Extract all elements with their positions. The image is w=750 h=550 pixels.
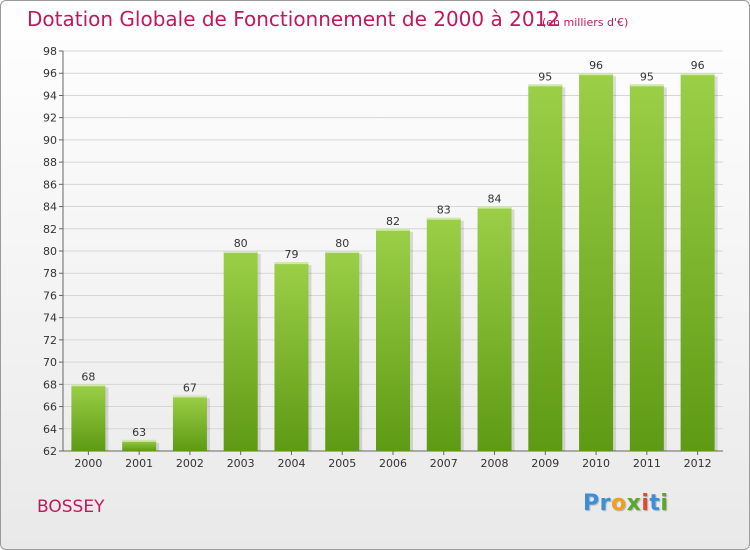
bar (579, 73, 614, 451)
bar (172, 395, 207, 451)
bar-highlight (477, 206, 512, 209)
data-label: 95 (640, 70, 654, 83)
logo-letter: P (583, 491, 600, 516)
proxiti-logo: Proxiti (583, 491, 668, 516)
x-tick-label: 2001 (125, 457, 153, 470)
bar (325, 251, 360, 451)
y-tick-label: 98 (43, 45, 57, 58)
y-tick-label: 76 (43, 289, 57, 302)
y-tick-label: 84 (43, 201, 57, 214)
data-label: 83 (437, 204, 451, 217)
y-tick-label: 68 (43, 378, 57, 391)
logo-letter: t (649, 491, 661, 516)
data-label: 82 (386, 215, 400, 228)
y-tick-label: 66 (43, 401, 57, 414)
bar-highlight (223, 251, 258, 253)
data-label: 96 (589, 59, 603, 72)
bar-highlight (579, 73, 614, 76)
y-tick-label: 92 (43, 112, 57, 125)
x-tick-label: 2010 (582, 457, 610, 470)
bar (477, 206, 512, 451)
bar-highlight (528, 84, 563, 87)
y-tick-label: 62 (43, 445, 57, 458)
bar (223, 251, 258, 451)
data-label: 80 (234, 237, 248, 250)
y-tick-label: 78 (43, 267, 57, 280)
labels: 62 64 66 68 70 72 74 76 78 80 82 84 86 88 90 92 94 96 98 20… (43, 45, 712, 470)
data-label: 80 (335, 237, 349, 250)
x-tick-label: 2003 (227, 457, 255, 470)
logo-letter: i (641, 491, 650, 516)
data-label: 68 (81, 370, 95, 383)
bar-highlight (122, 439, 157, 442)
data-label: 63 (132, 426, 146, 439)
x-tick-label: 2002 (176, 457, 204, 470)
chart-subtitle: (en milliers d'€) (542, 16, 629, 29)
data-label: 84 (488, 193, 502, 206)
bar (680, 73, 715, 451)
y-tick-label: 72 (43, 334, 57, 347)
bar-highlight (376, 228, 410, 231)
y-tick-label: 88 (43, 156, 57, 169)
bar (426, 217, 461, 451)
bar-highlight (274, 262, 309, 265)
bar-highlight (680, 73, 715, 76)
data-label: 79 (284, 248, 298, 261)
logo-letter: x (626, 491, 642, 516)
bar (122, 439, 157, 451)
bar (528, 84, 563, 451)
y-tick-label: 82 (43, 223, 57, 236)
chart-title: Dotation Globale de Fonctionnement de 20… (27, 7, 560, 31)
x-tick-label: 2004 (277, 457, 305, 470)
bar (71, 384, 106, 451)
data-label: 95 (538, 70, 552, 83)
y-tick-label: 64 (43, 423, 57, 436)
x-tick-label: 2005 (328, 457, 356, 470)
bar-highlight (426, 217, 461, 220)
bar-highlight (71, 384, 106, 387)
bar (274, 262, 309, 451)
x-tick-label: 2011 (633, 457, 661, 470)
y-tick-label: 86 (43, 178, 57, 191)
bar-highlight (325, 251, 360, 253)
x-tick-label: 2009 (531, 457, 559, 470)
bar (629, 84, 664, 451)
x-tick-label: 2008 (481, 457, 509, 470)
x-tick-label: 2000 (74, 457, 102, 470)
y-tick-label: 74 (43, 312, 57, 325)
logo-letter: r (599, 491, 611, 516)
commune-name: BOSSEY (37, 497, 105, 517)
x-tick-label: 2007 (430, 457, 458, 470)
bar (376, 228, 410, 451)
bar-highlight (172, 395, 207, 398)
bars (71, 73, 718, 451)
y-tick-label: 70 (43, 356, 57, 369)
y-tick-label: 90 (43, 134, 57, 147)
logo-letter: o (610, 491, 627, 516)
y-tick-label: 80 (43, 245, 57, 258)
y-tick-label: 94 (43, 89, 57, 102)
x-tick-label: 2006 (379, 457, 407, 470)
bar-highlight (629, 84, 664, 87)
x-tick-label: 2012 (684, 457, 712, 470)
data-label: 67 (183, 381, 197, 394)
y-tick-label: 96 (43, 67, 57, 80)
data-label: 96 (691, 59, 705, 72)
logo-letter: i (660, 491, 669, 516)
